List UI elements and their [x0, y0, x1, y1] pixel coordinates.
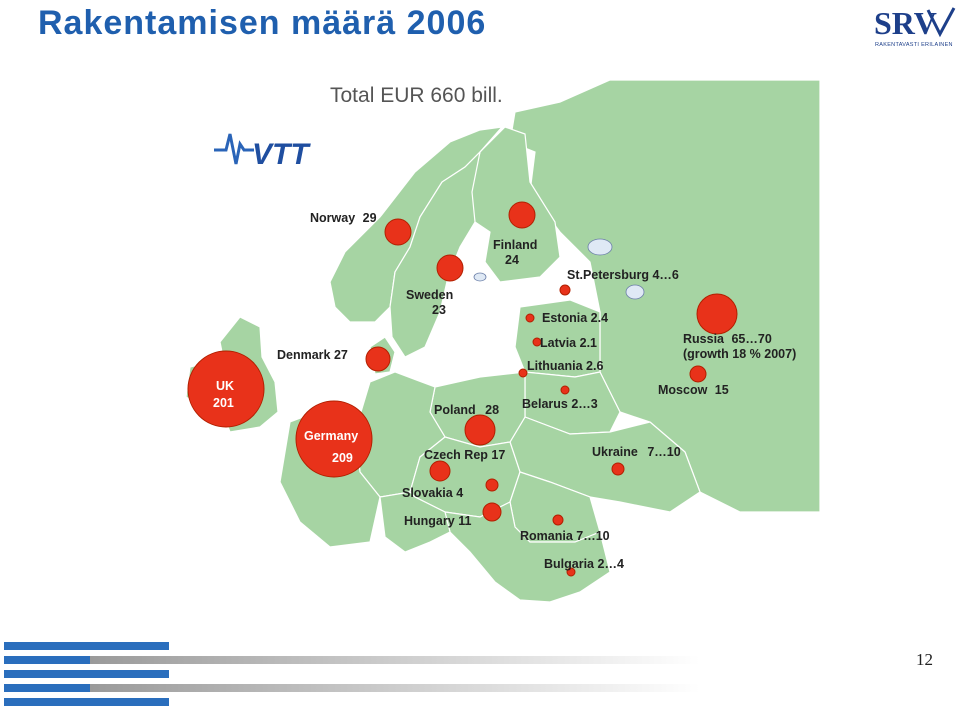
marker-czech [429, 460, 451, 482]
marker-lithuania [518, 368, 528, 378]
marker-poland [464, 414, 496, 446]
marker-norway [384, 218, 412, 246]
label-uk: UK [216, 379, 234, 393]
total-label: Total EUR 660 bill. [330, 84, 503, 107]
vtt-logo-text: VTT [252, 138, 311, 171]
label-russia: Russia 65…70 [683, 332, 772, 346]
label-st-petersburg: St.Petersburg 4…6 [567, 268, 679, 282]
marker-latvia [532, 337, 542, 347]
map-canvas: Total EUR 660 bill. VTT Norway 29 Finlan… [185, 79, 820, 603]
srv-logo-tagline: RAKENTAVASTI ERILAINEN [875, 42, 953, 48]
marker-russia [696, 293, 738, 335]
marker-belarus [560, 385, 570, 395]
markers [187, 201, 738, 577]
label-norway: Norway 29 [310, 211, 377, 225]
label-sweden: Sweden [406, 288, 453, 302]
label-belarus: Belarus 2…3 [522, 397, 598, 411]
marker-germany [295, 400, 373, 478]
marker-ukraine [611, 462, 625, 476]
label-slovakia: Slovakia 4 [402, 486, 463, 500]
marker-estonia [525, 313, 535, 323]
label-lithuania: Lithuania 2.6 [527, 359, 603, 373]
value-finland: 24 [505, 253, 519, 267]
label-moscow: Moscow 15 [658, 383, 729, 397]
marker-sweden [436, 254, 464, 282]
footer-decoration [4, 642, 700, 706]
water [473, 238, 645, 300]
europe-construction-map: Total EUR 660 bill. VTT Norway 29 Finlan… [180, 72, 820, 617]
label-germany: Germany [304, 429, 358, 443]
marker-finland [508, 201, 536, 229]
marker-moscow [689, 365, 707, 383]
marker-romania [552, 514, 564, 526]
label-estonia: Estonia 2.4 [542, 311, 608, 325]
marker-hungary [482, 502, 502, 522]
slide-title: Rakentamisen määrä 2006 [38, 4, 487, 42]
srv-logo-wordmark: SRV [874, 5, 937, 41]
label-hungary: Hungary 11 [404, 514, 471, 528]
value-uk: 201 [213, 396, 234, 410]
labels: Norway 29 Finland 24 Sweden 23 St.Peters… [213, 211, 796, 571]
note-russia: (growth 18 % 2007) [683, 347, 796, 361]
marker-denmark [365, 346, 391, 372]
vtt-logo: VTT [214, 133, 311, 171]
balkans-region [444, 501, 611, 603]
label-bulgaria: Bulgaria 2…4 [544, 557, 624, 571]
marker-slovakia [485, 478, 499, 492]
marker-st-petersburg [559, 284, 571, 296]
label-poland: Poland 28 [434, 403, 499, 417]
value-germany: 209 [332, 451, 353, 465]
value-sweden: 23 [432, 303, 446, 317]
label-finland: Finland [493, 238, 537, 252]
label-czech: Czech Rep 17 [424, 448, 505, 462]
label-ukraine: Ukraine 7…10 [592, 445, 681, 459]
page-number: 12 [916, 650, 933, 669]
label-latvia: Latvia 2.1 [540, 336, 597, 350]
italy-region [379, 491, 451, 553]
sweden-region [389, 150, 481, 358]
label-romania: Romania 7…10 [520, 529, 610, 543]
marker-uk [187, 350, 265, 428]
label-denmark: Denmark 27 [277, 348, 348, 362]
srv-logo: SRV RAKENTAVASTI ERILAINEN [874, 5, 956, 48]
marker-bulgaria [566, 567, 576, 577]
